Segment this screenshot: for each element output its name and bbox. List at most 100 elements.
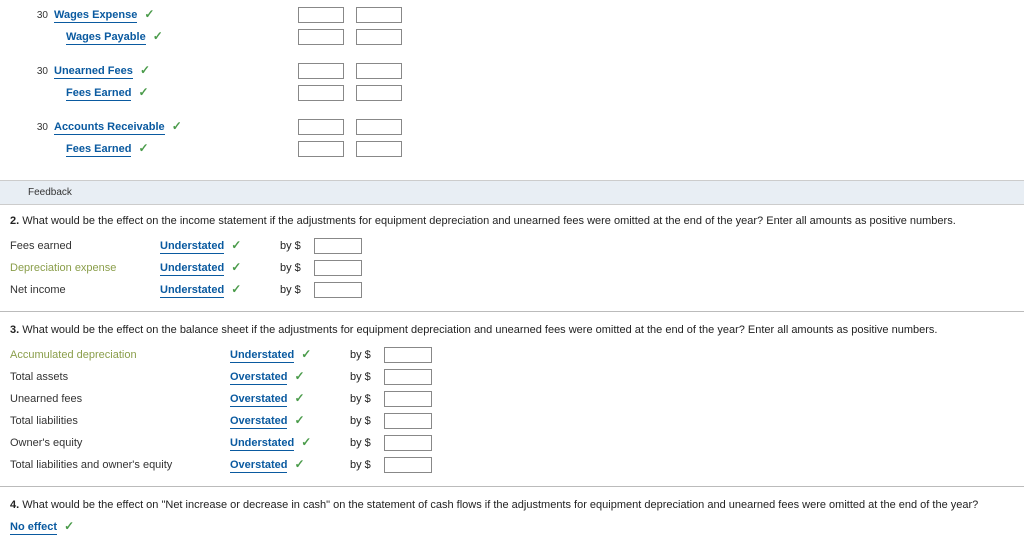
question-number: 3.: [10, 324, 19, 336]
by-label: by $: [350, 388, 384, 410]
q2-table: Fees earned Understated ✓ by $ Depreciat…: [10, 235, 374, 301]
credit-cell: [356, 119, 406, 135]
amount-input[interactable]: [314, 260, 362, 276]
account-cell: Wages Payable ✓: [48, 29, 268, 45]
debit-input[interactable]: [298, 7, 344, 23]
account-cell: Unearned Fees ✓: [48, 63, 268, 79]
effect-dropdown[interactable]: Understated: [160, 262, 224, 276]
debit-input[interactable]: [298, 141, 344, 157]
value-cell: [384, 344, 444, 366]
effect-dropdown[interactable]: Understated: [230, 437, 294, 451]
account-link[interactable]: Accounts Receivable: [54, 121, 165, 135]
q3-table: Accumulated depreciation Understated ✓ b…: [10, 344, 444, 476]
check-icon: ✓: [295, 413, 305, 427]
debit-input[interactable]: [298, 29, 344, 45]
feedback-bar[interactable]: Feedback: [0, 180, 1024, 205]
check-icon: ✓: [231, 238, 241, 252]
debit-cell: [298, 85, 348, 101]
journal-row: 30 Unearned Fees ✓: [20, 60, 1004, 82]
debit-input[interactable]: [298, 119, 344, 135]
dropdown-cell: Overstated ✓: [230, 410, 350, 432]
check-icon: ✓: [295, 369, 305, 383]
check-icon: ✓: [231, 282, 241, 296]
effect-label: Accumulated depreciation: [10, 344, 230, 366]
question-body: What would be the effect on "Net increas…: [22, 499, 978, 511]
check-icon: ✓: [138, 141, 148, 155]
credit-cell: [356, 7, 406, 23]
entry-day: 30: [20, 10, 48, 21]
account-link[interactable]: Fees Earned: [66, 143, 131, 157]
value-cell: [384, 366, 444, 388]
effect-dropdown[interactable]: No effect: [10, 521, 57, 535]
table-row: Depreciation expense Understated ✓ by $: [10, 257, 374, 279]
table-row: Unearned fees Overstated ✓ by $: [10, 388, 444, 410]
debit-input[interactable]: [298, 63, 344, 79]
credit-input[interactable]: [356, 63, 402, 79]
effect-dropdown[interactable]: Understated: [160, 240, 224, 254]
effect-dropdown[interactable]: Overstated: [230, 393, 287, 407]
debit-cell: [298, 29, 348, 45]
account-link[interactable]: Unearned Fees: [54, 65, 133, 79]
effect-dropdown[interactable]: Overstated: [230, 459, 287, 473]
account-link[interactable]: Wages Expense: [54, 9, 137, 23]
credit-input[interactable]: [356, 29, 402, 45]
credit-cell: [356, 29, 406, 45]
value-cell: [314, 257, 374, 279]
journal-row: 30 Wages Expense ✓: [20, 4, 1004, 26]
debit-cell: [298, 7, 348, 23]
account-cell: Wages Expense ✓: [48, 7, 268, 23]
effect-dropdown[interactable]: Overstated: [230, 371, 287, 385]
table-row: Accumulated depreciation Understated ✓ b…: [10, 344, 444, 366]
credit-input[interactable]: [356, 141, 402, 157]
account-cell: Accounts Receivable ✓: [48, 119, 268, 135]
effect-label: Total liabilities: [10, 410, 230, 432]
check-icon: ✓: [64, 519, 74, 533]
check-icon: ✓: [301, 347, 311, 361]
by-label: by $: [350, 432, 384, 454]
check-icon: ✓: [295, 391, 305, 405]
account-link[interactable]: Wages Payable: [66, 31, 146, 45]
question-3-section: 3. What would be the effect on the balan…: [0, 314, 1024, 480]
credit-input[interactable]: [356, 119, 402, 135]
amount-input[interactable]: [384, 391, 432, 407]
dropdown-cell: Understated ✓: [160, 279, 280, 301]
q4-answer-row: No effect ✓: [10, 519, 1014, 535]
effect-dropdown[interactable]: Understated: [160, 284, 224, 298]
amount-input[interactable]: [384, 369, 432, 385]
by-label: by $: [350, 344, 384, 366]
credit-cell: [356, 85, 406, 101]
dropdown-cell: Overstated ✓: [230, 366, 350, 388]
table-row: Total liabilities and owner's equity Ove…: [10, 454, 444, 476]
effect-dropdown[interactable]: Overstated: [230, 415, 287, 429]
debit-input[interactable]: [298, 85, 344, 101]
check-icon: ✓: [138, 85, 148, 99]
amount-input[interactable]: [384, 413, 432, 429]
question-3-text: 3. What would be the effect on the balan…: [10, 324, 1014, 336]
amount-input[interactable]: [384, 457, 432, 473]
check-icon: ✓: [172, 119, 182, 133]
account-cell: Fees Earned ✓: [48, 141, 268, 157]
effect-label: Fees earned: [10, 235, 160, 257]
amount-input[interactable]: [384, 435, 432, 451]
journal-row: 30 Accounts Receivable ✓: [20, 116, 1004, 138]
check-icon: ✓: [295, 457, 305, 471]
credit-input[interactable]: [356, 7, 402, 23]
entry-day: 30: [20, 122, 48, 133]
debit-cell: [298, 119, 348, 135]
amount-input[interactable]: [314, 282, 362, 298]
credit-input[interactable]: [356, 85, 402, 101]
value-cell: [384, 454, 444, 476]
effect-label: Owner's equity: [10, 432, 230, 454]
by-label: by $: [350, 366, 384, 388]
amount-input[interactable]: [384, 347, 432, 363]
table-row: Total liabilities Overstated ✓ by $: [10, 410, 444, 432]
question-2-section: 2. What would be the effect on the incom…: [0, 205, 1024, 305]
journal-entry-group: 30 Accounts Receivable ✓ Fees Earned ✓: [20, 116, 1004, 160]
effect-label: Depreciation expense: [10, 257, 160, 279]
value-cell: [384, 410, 444, 432]
question-number: 2.: [10, 215, 19, 227]
effect-dropdown[interactable]: Understated: [230, 349, 294, 363]
journal-entries-region: 30 Wages Expense ✓ Wages Payable ✓ 30 Un…: [0, 0, 1024, 180]
amount-input[interactable]: [314, 238, 362, 254]
account-link[interactable]: Fees Earned: [66, 87, 131, 101]
